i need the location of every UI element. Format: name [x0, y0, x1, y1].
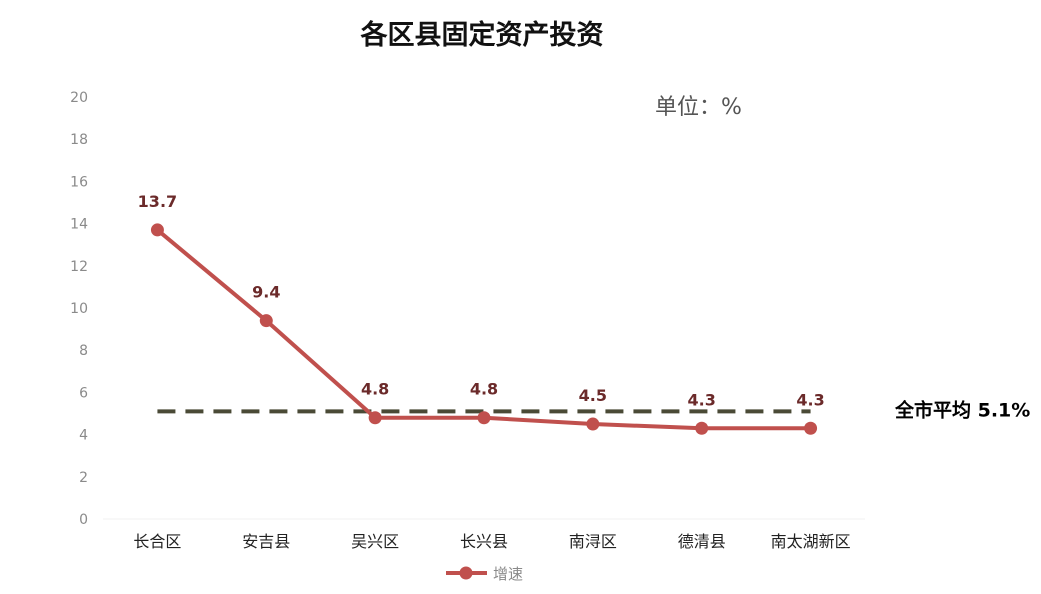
y-tick-label: 0 — [79, 512, 88, 528]
y-tick-label: 2 — [79, 470, 88, 486]
unit-label: 单位：% — [655, 95, 742, 120]
y-tick-label: 16 — [70, 174, 88, 190]
y-tick-label: 12 — [70, 259, 88, 275]
chart-title: 各区县固定资产投资 — [360, 19, 604, 51]
x-tick-label: 长兴县 — [460, 532, 508, 551]
data-point — [586, 417, 600, 431]
y-tick-label: 8 — [79, 343, 88, 359]
y-tick-label: 10 — [70, 301, 88, 317]
average-reference-label: 全市平均 5.1% — [894, 398, 1030, 421]
data-point — [804, 421, 818, 435]
legend: 增速 — [446, 565, 523, 583]
y-axis-ticks: 0 2 4 6 8 10 12 14 16 18 20 — [70, 90, 88, 528]
x-tick-label: 吴兴区 — [351, 532, 399, 551]
x-axis-labels: 长合区 安吉县 吴兴区 长兴县 南浔区 德清县 南太湖新区 — [133, 532, 850, 551]
data-point — [259, 314, 273, 328]
data-point — [695, 421, 709, 435]
x-tick-label: 南浔区 — [569, 532, 617, 551]
data-label: 4.3 — [796, 390, 824, 409]
reference-line-group: 全市平均 5.1% — [157, 398, 1030, 421]
data-label: 4.5 — [579, 386, 607, 405]
x-tick-label: 南太湖新区 — [771, 532, 851, 551]
data-label: 4.8 — [361, 380, 389, 399]
y-tick-label: 20 — [70, 90, 88, 106]
y-tick-label: 14 — [70, 217, 88, 233]
y-tick-label: 18 — [70, 132, 88, 148]
x-tick-label: 德清县 — [678, 532, 726, 551]
series-group: 13.7 9.4 4.8 4.8 4.5 4.3 4.3 — [138, 192, 825, 435]
data-label: 4.8 — [470, 380, 498, 399]
data-point — [477, 411, 491, 425]
x-tick-label: 长合区 — [133, 532, 181, 551]
data-point — [150, 223, 164, 237]
legend-label: 增速 — [493, 565, 523, 583]
data-label: 9.4 — [252, 283, 280, 302]
data-label: 4.3 — [688, 390, 716, 409]
y-tick-label: 4 — [79, 428, 88, 444]
data-label: 13.7 — [138, 192, 177, 211]
data-point — [368, 411, 382, 425]
legend-marker — [459, 566, 473, 580]
y-tick-label: 6 — [79, 385, 88, 401]
x-tick-label: 安吉县 — [242, 532, 290, 551]
